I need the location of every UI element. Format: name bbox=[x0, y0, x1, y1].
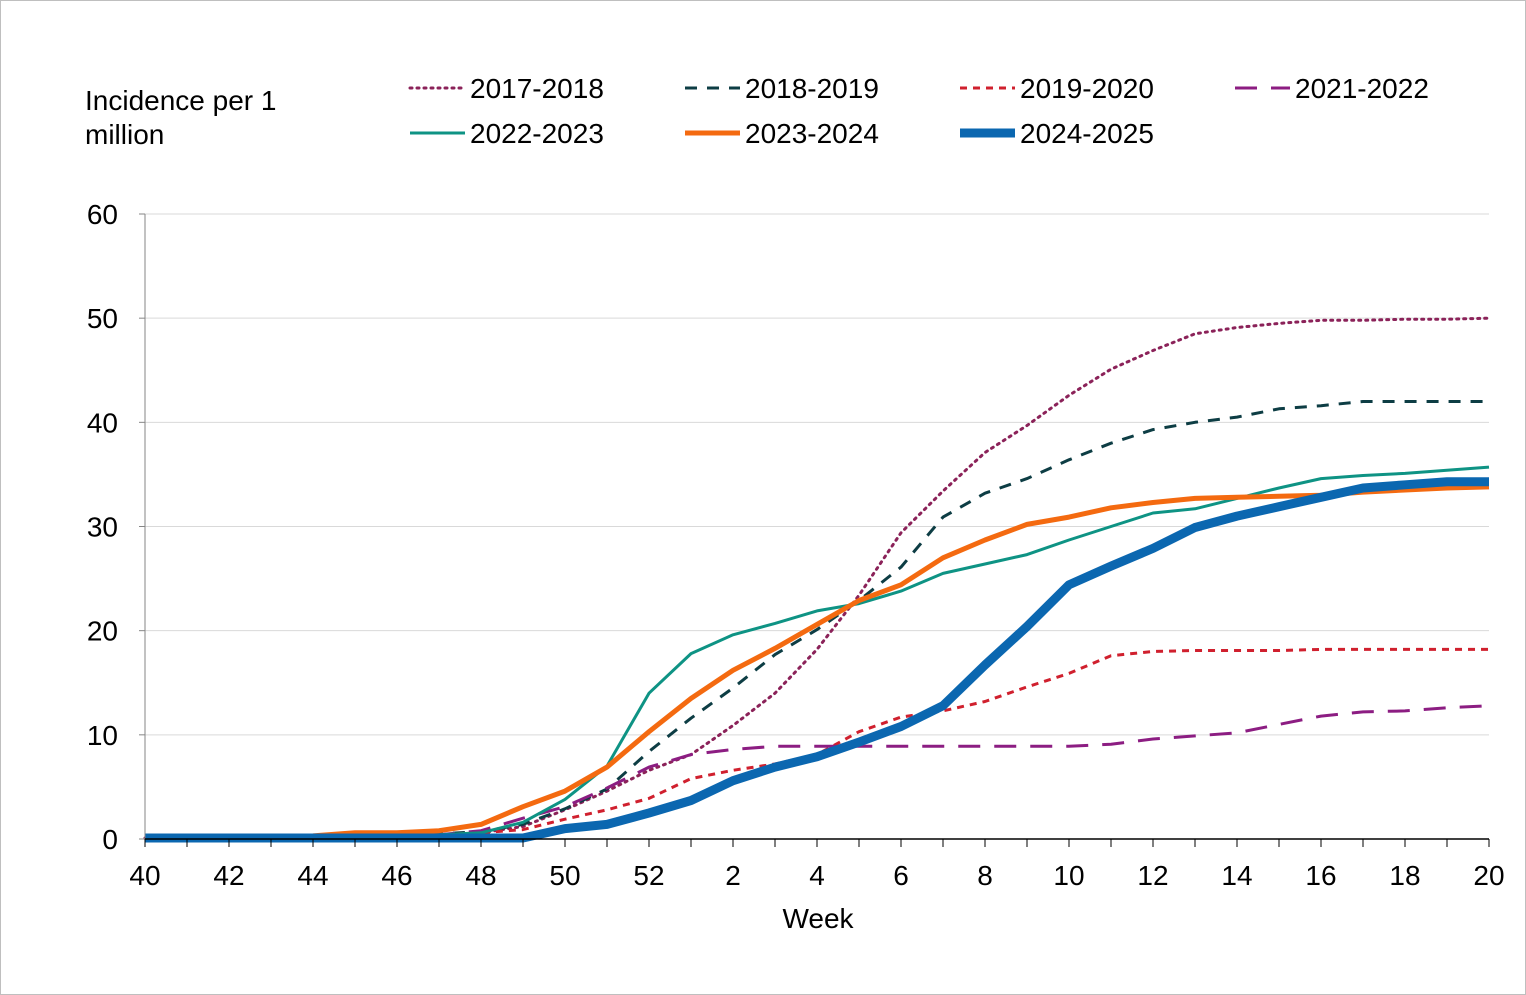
x-tick-label: 42 bbox=[213, 860, 244, 891]
y-tick-label: 10 bbox=[87, 720, 118, 751]
legend-label-2018-2019: 2018-2019 bbox=[745, 73, 879, 104]
x-tick-label: 48 bbox=[465, 860, 496, 891]
y-tick-label: 0 bbox=[102, 824, 118, 855]
x-tick-label: 8 bbox=[977, 860, 993, 891]
series-line-2024-2025 bbox=[145, 477, 1489, 843]
y-tick-label: 20 bbox=[87, 616, 118, 647]
series-line-2018-2019 bbox=[145, 400, 1489, 840]
y-tick-label: 30 bbox=[87, 512, 118, 543]
legend-label-2017-2018: 2017-2018 bbox=[470, 73, 604, 104]
series-line-2023-2024 bbox=[145, 484, 1490, 841]
x-tick-label: 20 bbox=[1473, 860, 1504, 891]
x-tick-label: 44 bbox=[297, 860, 328, 891]
x-tick-label: 16 bbox=[1305, 860, 1336, 891]
x-tick-label: 46 bbox=[381, 860, 412, 891]
x-tick-label: 52 bbox=[633, 860, 664, 891]
series-line-2022-2023 bbox=[145, 465, 1490, 840]
x-tick-label: 12 bbox=[1137, 860, 1168, 891]
series-line-2019-2020 bbox=[145, 647, 1489, 840]
y-tick-label: 50 bbox=[87, 303, 118, 334]
legend-label-2024-2025: 2024-2025 bbox=[1020, 118, 1154, 149]
gridlines bbox=[145, 213, 1489, 736]
series-line-2021-2022 bbox=[145, 704, 1490, 840]
series-layer bbox=[143, 316, 1491, 843]
y-axis-title-line-1: Incidence per 1 bbox=[85, 85, 276, 116]
x-tick-label: 40 bbox=[129, 860, 160, 891]
legend-label-2021-2022: 2021-2022 bbox=[1295, 73, 1429, 104]
x-axis-title: Week bbox=[782, 903, 854, 934]
legend-label-2022-2023: 2022-2023 bbox=[470, 118, 604, 149]
x-tick-label: 50 bbox=[549, 860, 580, 891]
legend-label-2019-2020: 2019-2020 bbox=[1020, 73, 1154, 104]
y-tick-label: 40 bbox=[87, 407, 118, 438]
y-axis-title-line-2: million bbox=[85, 119, 164, 150]
x-tick-label: 14 bbox=[1221, 860, 1252, 891]
x-tick-label: 6 bbox=[893, 860, 909, 891]
x-tick-label: 4 bbox=[809, 860, 825, 891]
legend-label-2023-2024: 2023-2024 bbox=[745, 118, 879, 149]
x-tick-label: 2 bbox=[725, 860, 741, 891]
x-tick-label: 18 bbox=[1389, 860, 1420, 891]
x-tick-label: 10 bbox=[1053, 860, 1084, 891]
legend: 2017-2018 2018-2019 2019-2020 2021-2022 2022… bbox=[408, 73, 1429, 149]
y-tick-label: 60 bbox=[87, 199, 118, 230]
